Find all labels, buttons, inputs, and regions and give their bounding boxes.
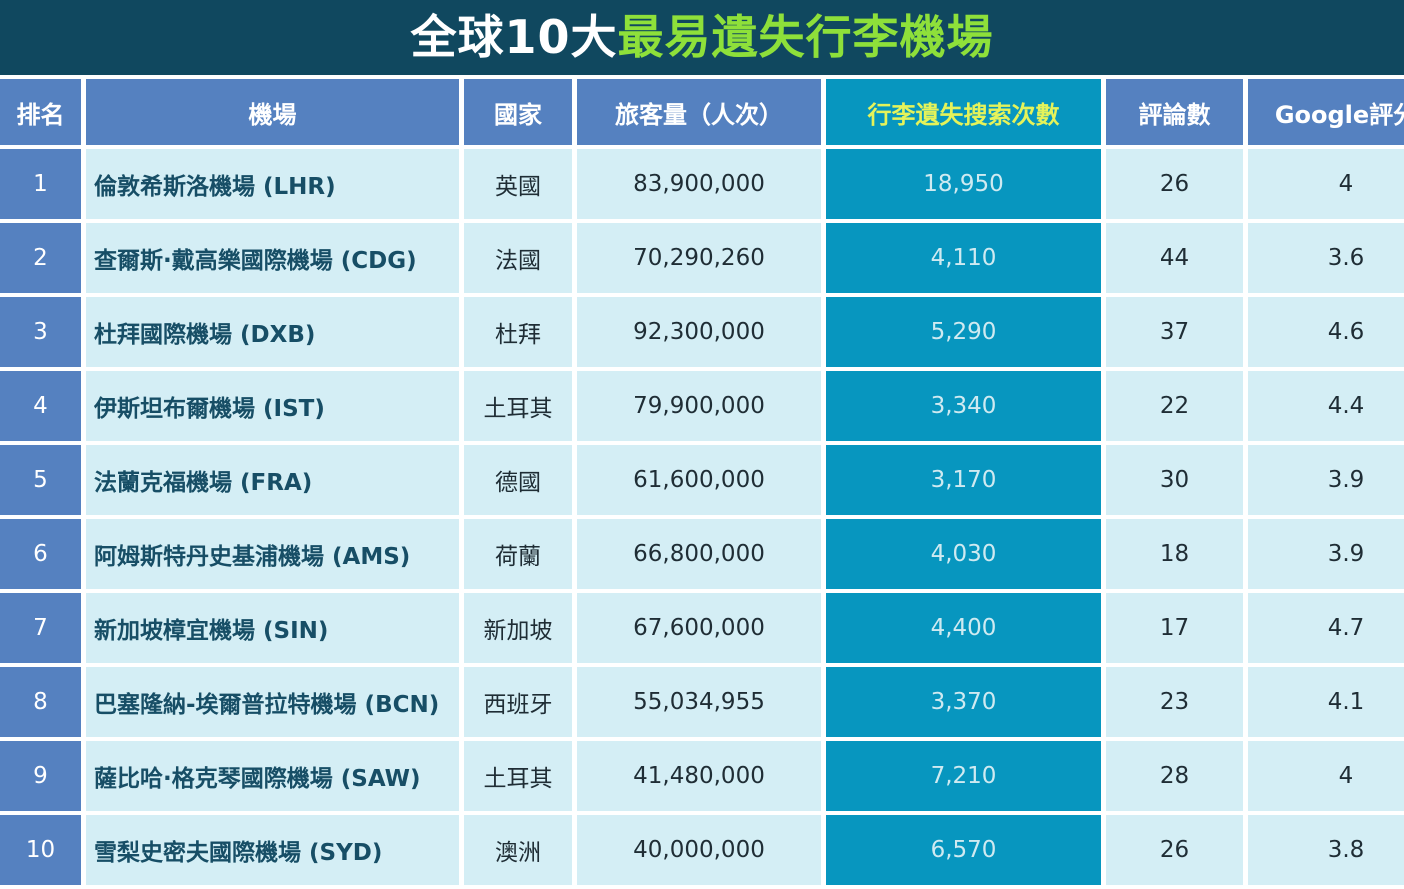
table-row: 6 阿姆斯特丹史基浦機場 (AMS) 荷蘭 66,800,000 4,030 1…	[0, 519, 1404, 589]
country-cell: 法國	[464, 223, 572, 293]
lost-searches-cell: 18,950	[826, 149, 1101, 219]
passengers-cell: 66,800,000	[577, 519, 821, 589]
airport-cell: 查爾斯·戴高樂國際機場 (CDG)	[86, 223, 459, 293]
rank-cell: 5	[0, 445, 81, 515]
reviews-cell: 30	[1106, 445, 1243, 515]
rank-cell: 8	[0, 667, 81, 737]
passengers-cell: 92,300,000	[577, 297, 821, 367]
country-cell: 德國	[464, 445, 572, 515]
rating-cell: 3.9	[1248, 519, 1404, 589]
page-title: 全球10大最易遺失行李機場	[0, 0, 1404, 75]
title-highlight: 最易遺失行李機場	[617, 10, 994, 64]
lost-searches-cell: 5,290	[826, 297, 1101, 367]
rank-cell: 2	[0, 223, 81, 293]
airport-cell: 倫敦希斯洛機場 (LHR)	[86, 149, 459, 219]
header-lost-searches: 行李遺失搜索次數	[826, 79, 1101, 145]
rank-cell: 4	[0, 371, 81, 441]
reviews-cell: 44	[1106, 223, 1243, 293]
passengers-cell: 67,600,000	[577, 593, 821, 663]
country-cell: 杜拜	[464, 297, 572, 367]
rating-cell: 3.8	[1248, 815, 1404, 885]
reviews-cell: 26	[1106, 149, 1243, 219]
lost-searches-cell: 3,170	[826, 445, 1101, 515]
reviews-cell: 37	[1106, 297, 1243, 367]
airport-ranking-table: 排名 機場 國家 旅客量（人次） 行李遺失搜索次數 評論數 Google評分 1…	[0, 75, 1404, 889]
rating-cell: 3.6	[1248, 223, 1404, 293]
passengers-cell: 61,600,000	[577, 445, 821, 515]
header-rank: 排名	[0, 79, 81, 145]
lost-searches-cell: 6,570	[826, 815, 1101, 885]
airport-cell: 雪梨史密夫國際機場 (SYD)	[86, 815, 459, 885]
country-cell: 荷蘭	[464, 519, 572, 589]
table-row: 7 新加坡樟宜機場 (SIN) 新加坡 67,600,000 4,400 17 …	[0, 593, 1404, 663]
passengers-cell: 41,480,000	[577, 741, 821, 811]
rank-cell: 9	[0, 741, 81, 811]
country-cell: 澳洲	[464, 815, 572, 885]
header-rating: Google評分	[1248, 79, 1404, 145]
passengers-cell: 79,900,000	[577, 371, 821, 441]
lost-searches-cell: 4,400	[826, 593, 1101, 663]
airport-cell: 巴塞隆納-埃爾普拉特機場 (BCN)	[86, 667, 459, 737]
header-country: 國家	[464, 79, 572, 145]
title-prefix: 全球10大	[410, 10, 618, 64]
reviews-cell: 23	[1106, 667, 1243, 737]
reviews-cell: 26	[1106, 815, 1243, 885]
airport-cell: 薩比哈·格克琴國際機場 (SAW)	[86, 741, 459, 811]
rating-cell: 4	[1248, 149, 1404, 219]
header-airport: 機場	[86, 79, 459, 145]
rank-cell: 6	[0, 519, 81, 589]
header-row: 排名 機場 國家 旅客量（人次） 行李遺失搜索次數 評論數 Google評分	[0, 79, 1404, 145]
rank-cell: 1	[0, 149, 81, 219]
passengers-cell: 40,000,000	[577, 815, 821, 885]
rating-cell: 4	[1248, 741, 1404, 811]
airport-cell: 新加坡樟宜機場 (SIN)	[86, 593, 459, 663]
country-cell: 英國	[464, 149, 572, 219]
rating-cell: 4.7	[1248, 593, 1404, 663]
header-reviews: 評論數	[1106, 79, 1243, 145]
rating-cell: 4.4	[1248, 371, 1404, 441]
table-row: 4 伊斯坦布爾機場 (IST) 土耳其 79,900,000 3,340 22 …	[0, 371, 1404, 441]
passengers-cell: 83,900,000	[577, 149, 821, 219]
airport-cell: 杜拜國際機場 (DXB)	[86, 297, 459, 367]
rank-cell: 10	[0, 815, 81, 885]
country-cell: 土耳其	[464, 371, 572, 441]
reviews-cell: 22	[1106, 371, 1243, 441]
country-cell: 西班牙	[464, 667, 572, 737]
table-row: 8 巴塞隆納-埃爾普拉特機場 (BCN) 西班牙 55,034,955 3,37…	[0, 667, 1404, 737]
rating-cell: 3.9	[1248, 445, 1404, 515]
passengers-cell: 70,290,260	[577, 223, 821, 293]
table-row: 9 薩比哈·格克琴國際機場 (SAW) 土耳其 41,480,000 7,210…	[0, 741, 1404, 811]
table-row: 1 倫敦希斯洛機場 (LHR) 英國 83,900,000 18,950 26 …	[0, 149, 1404, 219]
reviews-cell: 17	[1106, 593, 1243, 663]
lost-searches-cell: 4,030	[826, 519, 1101, 589]
header-passengers: 旅客量（人次）	[577, 79, 821, 145]
passengers-cell: 55,034,955	[577, 667, 821, 737]
rating-cell: 4.1	[1248, 667, 1404, 737]
lost-searches-cell: 3,340	[826, 371, 1101, 441]
lost-searches-cell: 4,110	[826, 223, 1101, 293]
table-row: 3 杜拜國際機場 (DXB) 杜拜 92,300,000 5,290 37 4.…	[0, 297, 1404, 367]
reviews-cell: 28	[1106, 741, 1243, 811]
country-cell: 新加坡	[464, 593, 572, 663]
rank-cell: 3	[0, 297, 81, 367]
airport-cell: 阿姆斯特丹史基浦機場 (AMS)	[86, 519, 459, 589]
country-cell: 土耳其	[464, 741, 572, 811]
table-row: 10 雪梨史密夫國際機場 (SYD) 澳洲 40,000,000 6,570 2…	[0, 815, 1404, 885]
lost-searches-cell: 3,370	[826, 667, 1101, 737]
lost-searches-cell: 7,210	[826, 741, 1101, 811]
rating-cell: 4.6	[1248, 297, 1404, 367]
airport-cell: 伊斯坦布爾機場 (IST)	[86, 371, 459, 441]
table-row: 5 法蘭克福機場 (FRA) 德國 61,600,000 3,170 30 3.…	[0, 445, 1404, 515]
table-row: 2 查爾斯·戴高樂國際機場 (CDG) 法國 70,290,260 4,110 …	[0, 223, 1404, 293]
rank-cell: 7	[0, 593, 81, 663]
airport-cell: 法蘭克福機場 (FRA)	[86, 445, 459, 515]
reviews-cell: 18	[1106, 519, 1243, 589]
